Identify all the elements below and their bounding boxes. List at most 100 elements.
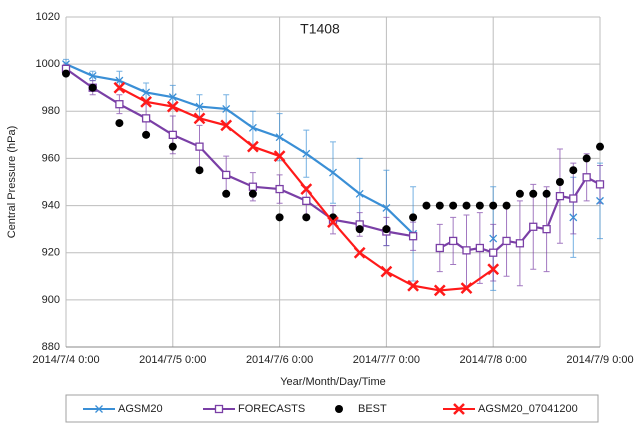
data-point xyxy=(475,201,484,210)
data-point xyxy=(435,201,444,210)
data-point xyxy=(462,246,471,255)
x-tick-label: 2014/7/7 0:00 xyxy=(353,354,420,366)
data-point xyxy=(115,76,124,85)
data-point xyxy=(302,196,311,206)
x-tick-label: 2014/7/4 0:00 xyxy=(32,354,99,366)
data-point xyxy=(300,183,313,195)
data-point xyxy=(355,189,364,198)
legend-label: AGSM20_07041200 xyxy=(478,403,578,415)
data-point xyxy=(248,189,257,198)
x-axis-title: Year/Month/Day/Time xyxy=(280,376,386,388)
y-tick-label: 1020 xyxy=(36,11,60,23)
data-point xyxy=(407,279,419,292)
data-point xyxy=(529,189,538,198)
data-point xyxy=(502,236,511,246)
legend-marker xyxy=(95,405,103,413)
data-point xyxy=(382,225,391,234)
data-point xyxy=(462,201,471,210)
data-point xyxy=(220,119,233,132)
data-point xyxy=(329,168,337,177)
data-point xyxy=(247,140,259,153)
data-point xyxy=(62,69,70,78)
legend-label: AGSM20 xyxy=(118,403,163,415)
data-point xyxy=(542,224,551,234)
data-point xyxy=(166,100,179,113)
data-point xyxy=(433,284,446,297)
data-point xyxy=(353,246,366,259)
data-point xyxy=(515,239,525,248)
data-point xyxy=(475,243,485,253)
data-point xyxy=(222,170,231,180)
data-point xyxy=(582,173,591,182)
data-point xyxy=(168,130,177,140)
x-tick-label: 2014/7/5 0:00 xyxy=(139,354,206,366)
data-point xyxy=(382,203,391,212)
data-point xyxy=(502,201,511,210)
data-point xyxy=(168,93,177,102)
legend-box xyxy=(65,394,599,423)
data-point xyxy=(168,142,177,151)
data-point xyxy=(449,201,458,210)
data-point xyxy=(489,248,498,257)
y-axis-title: Central Pressure (hPa) xyxy=(6,126,18,239)
data-point xyxy=(248,182,258,191)
x-tick-label: 2014/7/9 0:00 xyxy=(566,354,633,366)
data-point xyxy=(88,83,97,92)
data-point xyxy=(595,180,605,189)
data-point xyxy=(555,191,565,201)
data-point xyxy=(275,213,284,222)
data-point xyxy=(487,263,500,276)
data-point xyxy=(582,154,591,163)
data-point xyxy=(195,102,204,111)
y-tick-label: 980 xyxy=(42,105,60,117)
data-point xyxy=(273,150,286,162)
data-point xyxy=(555,178,564,186)
data-point xyxy=(489,234,498,243)
data-point xyxy=(88,71,97,80)
data-point xyxy=(142,130,151,139)
data-point xyxy=(409,213,418,222)
series-line xyxy=(65,67,414,238)
data-point xyxy=(408,232,418,241)
data-point xyxy=(222,189,231,198)
x-tick-label: 2014/7/6 0:00 xyxy=(246,354,313,366)
legend-marker xyxy=(335,405,343,413)
data-point xyxy=(460,282,473,294)
data-point xyxy=(193,112,206,125)
data-point xyxy=(596,196,604,205)
data-point xyxy=(380,265,393,278)
legend-label: FORECASTS xyxy=(238,403,305,415)
y-tick-label: 1000 xyxy=(36,58,60,70)
data-point xyxy=(489,201,498,210)
legend-marker xyxy=(453,403,465,415)
y-tick-label: 900 xyxy=(42,294,60,306)
data-point xyxy=(569,213,578,222)
data-point xyxy=(142,88,151,97)
data-point xyxy=(569,194,578,203)
data-point xyxy=(113,81,126,94)
data-point xyxy=(515,189,524,198)
data-point xyxy=(327,216,339,228)
data-point xyxy=(542,189,551,198)
data-point xyxy=(195,142,204,151)
data-point xyxy=(275,184,284,194)
data-point xyxy=(115,100,124,109)
data-point xyxy=(141,114,151,123)
data-point xyxy=(302,149,311,158)
y-tick-label: 880 xyxy=(42,341,60,353)
x-tick-label: 2014/7/8 0:00 xyxy=(460,354,527,366)
data-point xyxy=(569,166,578,175)
data-point xyxy=(422,201,431,210)
chart-title: T1408 xyxy=(300,21,340,37)
data-point xyxy=(529,222,538,231)
data-point xyxy=(596,142,604,151)
data-point xyxy=(355,225,364,234)
y-tick-label: 920 xyxy=(42,247,60,259)
data-point xyxy=(115,119,124,128)
data-point xyxy=(248,123,257,132)
legend-label: BEST xyxy=(358,403,387,415)
data-point xyxy=(222,104,231,113)
data-point xyxy=(435,243,444,253)
legend-marker xyxy=(214,404,224,414)
